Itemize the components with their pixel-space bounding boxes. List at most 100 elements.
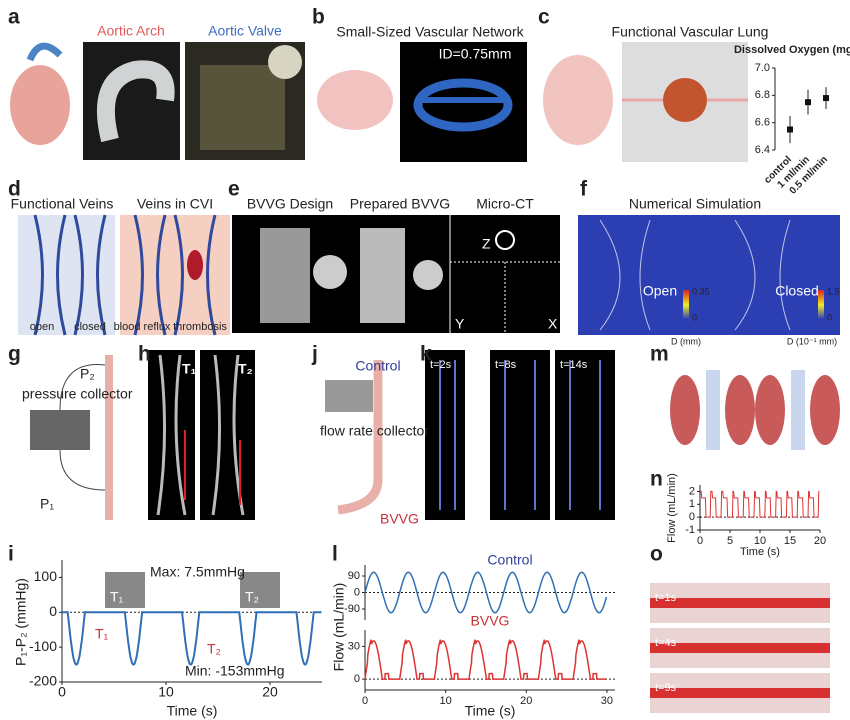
y-tick-label: -100 bbox=[29, 638, 57, 654]
muscle bbox=[670, 375, 700, 445]
y-tick-label: 1 bbox=[689, 498, 695, 510]
panel-letter: m bbox=[650, 343, 669, 366]
vessel bbox=[439, 360, 601, 510]
tube bbox=[105, 355, 113, 520]
muscle bbox=[810, 375, 840, 445]
label: closed bbox=[74, 321, 106, 333]
title: Functional Vascular Lung bbox=[612, 24, 769, 40]
inset bbox=[105, 572, 145, 608]
label: P₂ bbox=[80, 366, 95, 382]
design bbox=[260, 228, 310, 323]
photo bbox=[83, 42, 180, 160]
waveform bbox=[700, 490, 820, 518]
vein bbox=[706, 370, 720, 450]
title: Functional Veins bbox=[11, 196, 114, 212]
x-tick-label: 30 bbox=[601, 695, 613, 707]
x-tick-label: 5 bbox=[727, 535, 733, 547]
label: thrombosis bbox=[173, 321, 227, 333]
x-tick-label: 0 bbox=[362, 695, 368, 707]
y-axis-label: P₁-P₂ (mmHg) bbox=[13, 578, 29, 666]
label: Aortic Arch bbox=[97, 23, 165, 39]
panel-letter: a bbox=[8, 6, 20, 29]
label: t=1s bbox=[655, 592, 677, 604]
tube bbox=[337, 360, 383, 515]
panel-letter: f bbox=[580, 178, 588, 201]
x-tick-label: 0 bbox=[697, 535, 703, 547]
prepared bbox=[413, 260, 443, 290]
x-axis-label: Time (s) bbox=[740, 546, 780, 558]
simulation bbox=[578, 215, 840, 335]
images bbox=[10, 42, 840, 713]
x-tick-label: 20 bbox=[520, 695, 532, 707]
lung-chip bbox=[663, 78, 707, 122]
label: Open bbox=[643, 283, 677, 299]
label: blood reflux bbox=[114, 321, 171, 333]
muscle bbox=[755, 375, 785, 445]
label: t=8s bbox=[495, 359, 517, 371]
axis-label: Z bbox=[482, 236, 491, 252]
brain bbox=[317, 70, 393, 130]
y-tick-label: 6.4 bbox=[755, 144, 770, 156]
colorbar bbox=[818, 290, 824, 320]
label: Closed bbox=[775, 283, 819, 299]
x-tick-label: 0 bbox=[58, 684, 66, 700]
panel-bg bbox=[120, 215, 230, 335]
vein bbox=[791, 370, 805, 450]
marker bbox=[805, 99, 811, 106]
colorbar-label: D (10⁻¹ mm) bbox=[787, 336, 837, 346]
annotation: Min: -153mmHg bbox=[185, 663, 285, 679]
panel-letter: d bbox=[8, 178, 21, 201]
y-axis-label: Flow (mL/min) bbox=[666, 473, 678, 543]
annotation: ID=0.75mm bbox=[439, 46, 512, 62]
annotation: T₂ bbox=[245, 589, 259, 605]
x-tick-label: 10 bbox=[440, 695, 452, 707]
muscle bbox=[725, 375, 755, 445]
label: t=2s bbox=[430, 359, 452, 371]
label: Control bbox=[355, 358, 400, 374]
annotation: T₁ bbox=[95, 626, 109, 642]
panel-letter: i bbox=[8, 543, 14, 566]
label: BVVG bbox=[380, 511, 419, 527]
photo bbox=[425, 350, 465, 520]
series-label: BVVG bbox=[471, 613, 510, 629]
panel-letter: n bbox=[650, 468, 663, 491]
photo bbox=[555, 350, 615, 520]
label: t=9s bbox=[655, 682, 677, 694]
valve bbox=[200, 65, 285, 150]
label: T₂ bbox=[238, 361, 253, 377]
ct bbox=[495, 230, 515, 250]
colorbar bbox=[683, 290, 689, 320]
arch bbox=[96, 60, 175, 143]
inset bbox=[240, 572, 280, 608]
photo bbox=[148, 350, 195, 520]
title: Veins in CVI bbox=[137, 196, 213, 212]
colorbar-max: 0.35 bbox=[692, 286, 710, 296]
title: Small-Sized Vascular Network bbox=[336, 24, 524, 40]
y-tick-label: 2 bbox=[689, 485, 695, 497]
y-tick-label: -90 bbox=[344, 603, 360, 615]
vessel bbox=[156, 354, 245, 516]
lung bbox=[543, 55, 613, 145]
colorbar-min: 0 bbox=[692, 312, 697, 322]
panel-letter: c bbox=[538, 6, 550, 29]
panel-letter: e bbox=[228, 178, 240, 201]
label: Aortic Valve bbox=[208, 23, 282, 39]
vein bbox=[33, 214, 217, 336]
chart-title: Dissolved Oxygen (mg/L) bbox=[734, 44, 850, 56]
tube bbox=[650, 688, 830, 698]
prepared bbox=[360, 228, 405, 323]
design bbox=[313, 255, 347, 289]
annotation: Max: 7.5mmHg bbox=[150, 564, 245, 580]
vessel bbox=[26, 42, 63, 62]
title: Micro-CT bbox=[476, 196, 534, 212]
colorbar-label: D (mm) bbox=[671, 336, 701, 346]
y-tick-label: 0 bbox=[689, 511, 695, 523]
panel-letter: j bbox=[311, 343, 318, 366]
y-tick-label: 100 bbox=[34, 568, 58, 584]
y-tick-label: 6.6 bbox=[755, 117, 770, 129]
x-tick-label: 20 bbox=[814, 535, 826, 547]
label: P₁ bbox=[40, 496, 54, 512]
waveform bbox=[364, 639, 607, 680]
x-tick-label: 10 bbox=[754, 535, 766, 547]
y-tick-label: 0 bbox=[354, 673, 360, 685]
